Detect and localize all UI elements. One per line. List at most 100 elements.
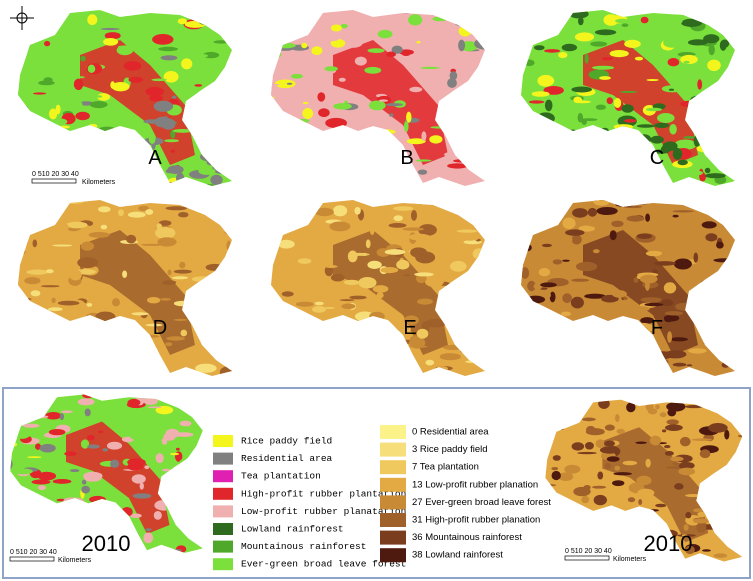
map-patch bbox=[699, 449, 711, 459]
map-patch bbox=[329, 221, 351, 232]
map-patch bbox=[599, 76, 611, 80]
map-patch bbox=[271, 50, 282, 59]
map-patch bbox=[271, 85, 280, 98]
map-patch bbox=[292, 203, 300, 212]
map-patch bbox=[690, 95, 711, 104]
map-patch bbox=[171, 479, 186, 484]
map-patch bbox=[215, 163, 232, 169]
map-patch bbox=[277, 239, 295, 249]
map-patch bbox=[182, 529, 194, 532]
map-patch bbox=[704, 408, 719, 411]
map-patch bbox=[18, 358, 34, 370]
map-patch bbox=[271, 341, 277, 346]
map-patch bbox=[289, 366, 298, 376]
map-patch bbox=[88, 231, 110, 238]
map-patch bbox=[142, 357, 162, 362]
map-patch bbox=[544, 49, 561, 53]
map-patch bbox=[543, 118, 551, 128]
map-patch bbox=[536, 112, 555, 125]
map-patch bbox=[308, 359, 318, 365]
map-patch bbox=[474, 37, 485, 50]
map-patch bbox=[324, 367, 334, 376]
map-patch bbox=[92, 500, 108, 508]
map-patch bbox=[574, 100, 591, 104]
map-patch bbox=[560, 184, 582, 186]
map-patch bbox=[449, 125, 464, 131]
map-patch bbox=[645, 107, 662, 112]
map-patch bbox=[447, 78, 457, 88]
map-patch bbox=[466, 135, 482, 146]
map-patch bbox=[458, 39, 466, 52]
map-patch bbox=[409, 200, 425, 206]
map-patch bbox=[77, 398, 95, 406]
map-patch bbox=[449, 71, 458, 81]
map-patch bbox=[687, 39, 708, 46]
map-patch bbox=[189, 406, 203, 412]
map-patch bbox=[715, 494, 735, 502]
map-patch bbox=[139, 179, 149, 182]
map-patch bbox=[600, 127, 609, 134]
map-patch bbox=[376, 292, 384, 299]
legend-label: 31 High-profit rubber planation bbox=[412, 515, 540, 526]
map-patch bbox=[662, 429, 667, 433]
map-patch bbox=[476, 163, 485, 175]
map-patch bbox=[218, 108, 232, 113]
map-patch bbox=[355, 197, 366, 199]
map-patch bbox=[615, 10, 631, 15]
map-patch bbox=[176, 172, 185, 185]
map-patch bbox=[709, 485, 714, 493]
map-patch bbox=[285, 151, 292, 163]
map-patch bbox=[577, 112, 583, 123]
map-patch bbox=[354, 56, 367, 66]
map-patch bbox=[533, 283, 543, 290]
map-patch bbox=[603, 156, 618, 168]
map-patch bbox=[693, 252, 699, 263]
map-patch bbox=[318, 351, 334, 363]
map-patch bbox=[719, 335, 727, 339]
map-patch bbox=[18, 207, 29, 217]
map-patch bbox=[148, 133, 156, 144]
map-patch bbox=[554, 340, 570, 343]
map-patch bbox=[373, 322, 392, 330]
map-patch bbox=[85, 503, 90, 507]
map-patch bbox=[672, 148, 683, 160]
map-patch bbox=[358, 277, 377, 289]
map-patch bbox=[69, 469, 80, 472]
map-patch bbox=[127, 211, 146, 218]
map-patch bbox=[57, 50, 65, 61]
map-patch bbox=[688, 294, 706, 301]
map-patch bbox=[597, 345, 616, 355]
map-patch bbox=[685, 511, 692, 519]
map-patch bbox=[281, 291, 294, 297]
map-patch bbox=[139, 339, 158, 352]
map-patch bbox=[685, 196, 701, 198]
map-patch bbox=[521, 113, 525, 124]
map-patch bbox=[402, 227, 424, 231]
map-patch bbox=[377, 29, 393, 39]
map-patch bbox=[540, 10, 556, 13]
map-patch bbox=[597, 471, 604, 480]
map-patch bbox=[212, 163, 232, 175]
map-patch bbox=[160, 55, 178, 61]
map-patch bbox=[165, 342, 173, 347]
map-patch bbox=[487, 334, 498, 345]
map-patch bbox=[577, 451, 597, 455]
map-patch bbox=[525, 295, 546, 304]
map-patch bbox=[315, 124, 329, 129]
map-patch bbox=[668, 88, 675, 91]
map-patch bbox=[528, 100, 545, 104]
map-patch bbox=[396, 259, 410, 270]
map-patch bbox=[157, 237, 177, 247]
map-patch bbox=[521, 267, 530, 279]
map-patch bbox=[644, 302, 664, 307]
map-patch bbox=[640, 317, 654, 324]
map-patch bbox=[627, 182, 648, 186]
map-patch bbox=[179, 261, 186, 269]
map-patch bbox=[86, 434, 95, 441]
map-patch bbox=[680, 100, 697, 107]
map-patch bbox=[224, 107, 232, 112]
map-patch bbox=[201, 335, 221, 344]
map-patch bbox=[344, 38, 363, 48]
map-patch bbox=[153, 510, 162, 520]
map-patch bbox=[32, 239, 38, 248]
